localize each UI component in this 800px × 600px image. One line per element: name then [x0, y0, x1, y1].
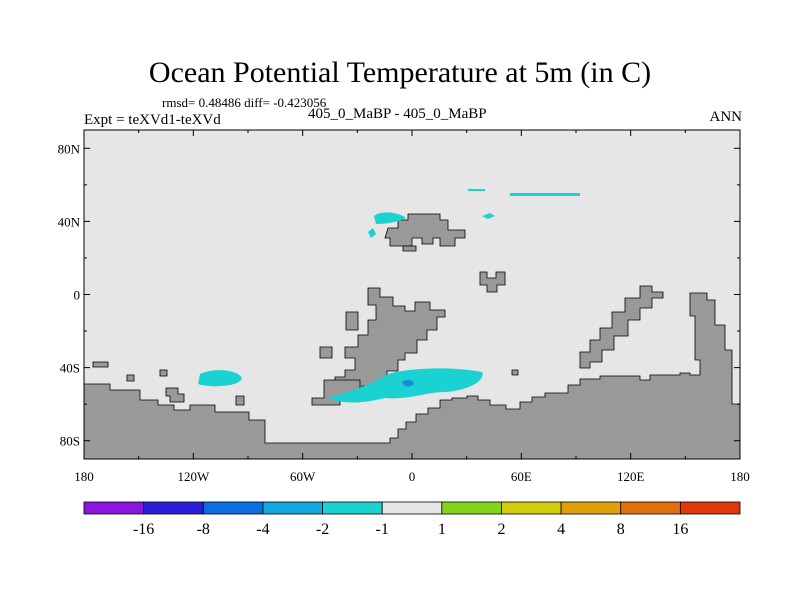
anomaly-core [402, 379, 414, 387]
y-tick-label: 40S [60, 361, 80, 376]
anomaly-regions [198, 189, 580, 403]
land-southeast-asia [579, 285, 664, 369]
x-tick-label: 180 [74, 469, 94, 484]
y-tick-label: 80N [58, 141, 81, 156]
x-tick-label: 180 [730, 469, 750, 484]
colorbar-label: -2 [316, 521, 329, 538]
plot-title: Ocean Potential Temperature at 5m (in C) [148, 56, 652, 89]
land-islet-4 [235, 395, 245, 406]
x-tick-label: 120W [177, 469, 210, 484]
colorbar-label: 16 [672, 521, 688, 538]
land-small-island-a [345, 311, 359, 331]
land-europe-islet [402, 245, 417, 252]
x-axis-labels: 180 120W 60W 0 60E 120E 180 [74, 469, 750, 484]
y-tick-label: 80S [60, 434, 80, 449]
anomaly-caspian [482, 213, 495, 219]
colorbar-swatch [322, 501, 383, 515]
colorbar-label: 1 [438, 521, 446, 538]
anomaly-arctic-b [510, 193, 580, 196]
land-islet-1 [92, 361, 109, 368]
x-tick-label: 60E [511, 469, 532, 484]
colorbar-swatch [83, 501, 145, 515]
land-small-island-b [319, 346, 333, 359]
land-antarctica [83, 292, 741, 460]
x-tick-label: 60W [290, 469, 316, 484]
colorbar-label: 4 [557, 521, 565, 538]
colorbar-swatch [381, 501, 443, 515]
land-arabia [479, 271, 506, 293]
stats-line: rmsd= 0.48486 diff= -0.423056 [162, 95, 327, 110]
case-label: 405_0_MaBP - 405_0_MaBP [308, 106, 487, 122]
anomaly-north-atlantic-a [374, 212, 406, 224]
colorbar-labels: -16 -8 -4 -2 -1 1 2 4 8 16 [133, 521, 688, 538]
axis-ticks [83, 130, 741, 459]
colorbar-label: 2 [497, 521, 505, 538]
colorbar-swatch [501, 501, 562, 515]
colorbar-swatch [262, 501, 323, 515]
anomaly-arctic-a [468, 189, 485, 191]
land-islet-3 [165, 387, 185, 403]
colorbar-label: -16 [133, 521, 154, 538]
colorbar-label: -8 [197, 521, 210, 538]
land-masses [83, 213, 741, 460]
land-islet-2 [126, 374, 135, 382]
land-islet-5 [159, 369, 168, 377]
experiment-label: Expt = teXVd1-teXVd [84, 112, 221, 128]
x-tick-label: 120E [617, 469, 645, 484]
colorbar-label: -4 [256, 521, 269, 538]
colorbar-label: 8 [617, 521, 625, 538]
anomaly-pacific [198, 370, 242, 387]
x-tick-label: 0 [409, 469, 416, 484]
colorbar-swatch [620, 501, 681, 515]
land-islet-6 [511, 369, 519, 376]
colorbar-label: -1 [376, 521, 389, 538]
y-tick-label: 40N [58, 214, 81, 229]
season-label: ANN [709, 109, 743, 125]
anomaly-north-atlantic-b [368, 228, 376, 238]
colorbar [83, 501, 741, 515]
colorbar-swatch [143, 501, 204, 515]
colorbar-swatch [441, 501, 502, 515]
colorbar-swatch [560, 501, 622, 515]
colorbar-swatch [679, 501, 741, 515]
colorbar-swatch [202, 501, 264, 515]
y-tick-label: 0 [74, 288, 81, 303]
y-axis-labels: 80N 40N 0 40S 80S [58, 141, 81, 448]
